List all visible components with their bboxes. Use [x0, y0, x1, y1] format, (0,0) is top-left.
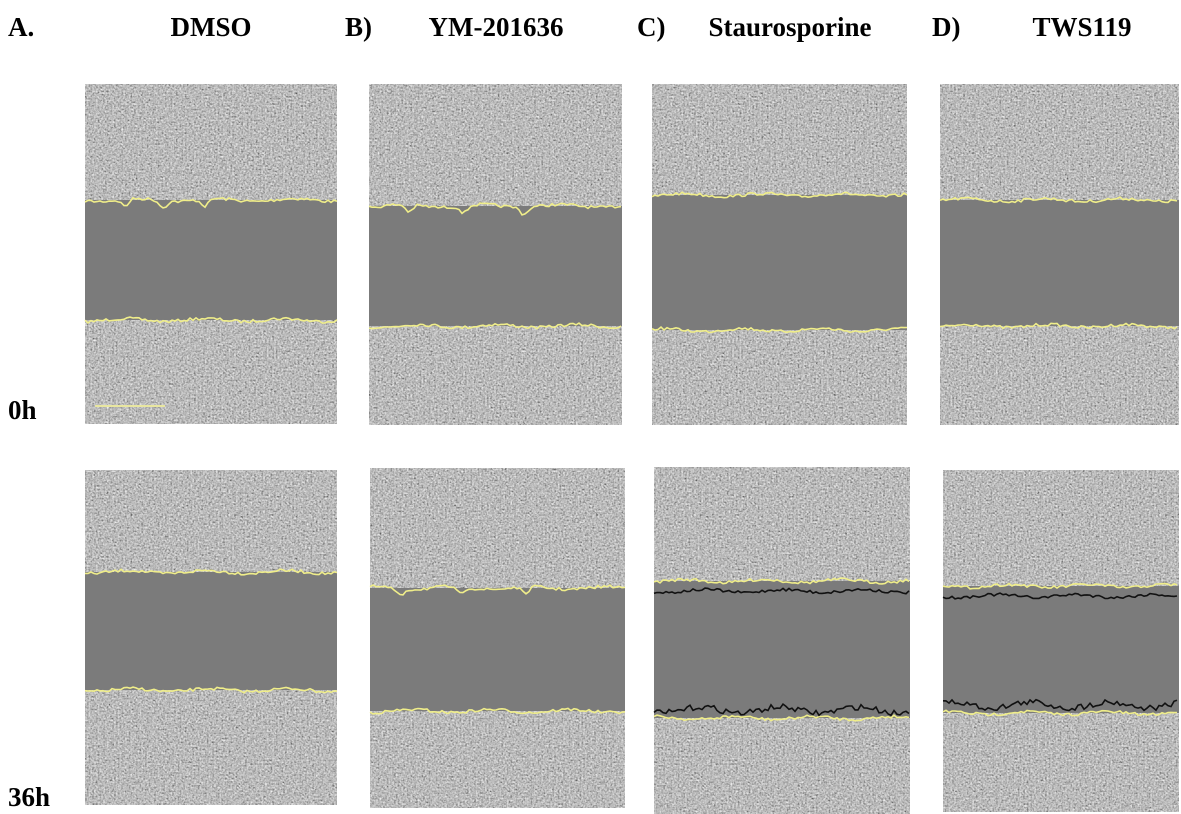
- wound-edge: [939, 196, 1178, 204]
- row-label: 36h: [8, 782, 50, 812]
- wound-edge: [84, 196, 338, 209]
- scratch-gap: [652, 195, 907, 330]
- front-edge: [653, 587, 910, 595]
- wound-edge: [84, 568, 338, 576]
- wound-edge: [368, 202, 622, 216]
- wound-edge: [653, 577, 910, 585]
- micrograph: [369, 468, 626, 808]
- panel-title: DMSO: [171, 12, 252, 42]
- wound-edge: [369, 584, 626, 596]
- scratch-gap: [369, 206, 622, 326]
- wound-edge: [369, 707, 626, 715]
- scratch-gap: [85, 200, 337, 320]
- wound-edge: [84, 686, 338, 694]
- wound-edge: [651, 326, 908, 334]
- front-edge: [653, 702, 910, 717]
- micrograph: [653, 467, 910, 814]
- wound-edge: [84, 316, 338, 325]
- front-edge: [942, 592, 1178, 600]
- wound-edge: [653, 714, 910, 722]
- micrograph: [84, 84, 338, 424]
- wound-edge: [942, 709, 1177, 717]
- scratch-gap: [943, 586, 1179, 713]
- micrograph: [651, 84, 908, 425]
- panel-title: YM-201636: [429, 12, 564, 42]
- micrograph: [368, 84, 622, 425]
- row-label: 0h: [8, 395, 37, 425]
- panel-letter: B): [345, 12, 372, 42]
- micrograph: [942, 470, 1179, 812]
- panel-title: Staurosporine: [708, 12, 871, 42]
- scratch-gap: [940, 200, 1179, 326]
- micrographs: [84, 84, 1179, 814]
- scratch-gap: [370, 588, 625, 711]
- panel-title: TWS119: [1032, 12, 1131, 42]
- panel-letter: A.: [8, 12, 34, 42]
- micrograph: [84, 470, 338, 805]
- front-edge: [942, 698, 1178, 712]
- scratch-gap: [85, 572, 337, 690]
- wound-edge: [651, 191, 908, 199]
- panel-letter: C): [637, 12, 666, 42]
- panel-letter: D): [932, 12, 961, 42]
- wound-edge: [368, 322, 622, 330]
- wound-edge: [939, 322, 1178, 330]
- scratch-gap: [654, 581, 910, 718]
- micrograph: [939, 84, 1179, 425]
- wound-edge: [942, 582, 1178, 590]
